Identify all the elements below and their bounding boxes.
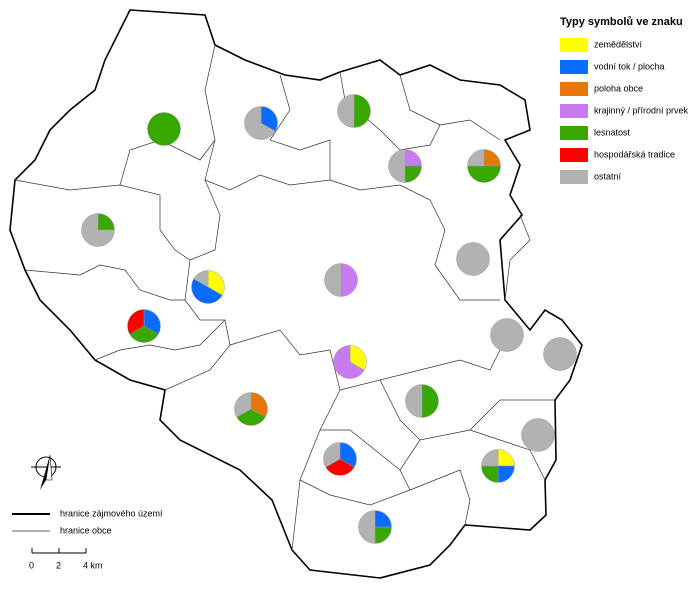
pie-slice xyxy=(193,270,209,288)
pie-slice xyxy=(234,392,252,418)
pie-chart xyxy=(333,345,367,379)
pie-slice xyxy=(353,94,371,128)
pie-slice xyxy=(191,278,223,304)
study-area-label: hranice zájmového území xyxy=(60,508,163,518)
north-arrow xyxy=(31,454,61,490)
pie-slice xyxy=(388,149,406,183)
legend-title: Typy symbolů ve znaku xyxy=(560,16,683,28)
legend-swatch xyxy=(560,126,588,140)
pie-chart xyxy=(358,510,392,544)
pie-chart xyxy=(481,449,515,483)
pie-slice xyxy=(325,458,355,476)
scale-label: 4 km xyxy=(83,560,103,570)
pie-slice xyxy=(349,345,367,371)
legend-label: ostatní xyxy=(594,171,622,181)
legend-swatch xyxy=(560,82,588,96)
pie-chart xyxy=(543,337,577,371)
pie-slice xyxy=(521,418,555,452)
pie-chart xyxy=(323,442,357,476)
pie-slice xyxy=(405,384,423,418)
legend-label: hospodářská tradice xyxy=(594,149,675,159)
pie-slice xyxy=(236,408,266,426)
pie-chart xyxy=(405,384,439,418)
pie-slice xyxy=(333,345,365,379)
pie-slice xyxy=(323,442,341,468)
pie-slice xyxy=(358,510,376,544)
legend-label: zemědělství xyxy=(594,39,643,49)
pie-slice xyxy=(260,106,278,132)
legend-label: vodní tok / plocha xyxy=(594,61,665,71)
pie-slice xyxy=(250,392,268,418)
scale-bar xyxy=(31,548,87,554)
pie-chart xyxy=(191,270,225,304)
pie-slice xyxy=(147,112,181,146)
legend-label: lesnatost xyxy=(594,127,631,137)
pie-chart xyxy=(521,418,555,452)
pie-slice xyxy=(129,325,159,343)
pie-slice xyxy=(337,94,355,128)
pie-slice xyxy=(543,337,577,371)
pie-chart xyxy=(490,318,524,352)
pie-slice xyxy=(207,270,225,296)
legend-swatch xyxy=(560,60,588,74)
pie-chart xyxy=(337,94,371,128)
pie-slice xyxy=(127,309,145,335)
pie-slice xyxy=(143,309,161,335)
pie-chart xyxy=(234,392,268,426)
pie-chart xyxy=(467,149,501,183)
pie-slice xyxy=(467,165,501,183)
scale-label: 0 xyxy=(29,560,34,570)
pie-slice xyxy=(421,384,439,418)
pie-slice xyxy=(456,242,490,276)
pie-slice xyxy=(324,263,342,297)
pie-slice xyxy=(467,149,485,167)
legend-swatch xyxy=(560,104,588,118)
municipality-label: hranice obce xyxy=(60,525,112,535)
pie-chart xyxy=(244,106,278,140)
legend-swatch xyxy=(560,148,588,162)
pie-slice xyxy=(490,318,524,352)
pie-slice xyxy=(340,263,358,297)
legend: Typy symbolů ve znaku xyxy=(560,16,683,28)
pie-chart xyxy=(388,149,422,183)
pie-chart xyxy=(127,309,161,343)
pie-slice xyxy=(244,106,276,140)
pie-slice xyxy=(81,213,115,247)
legend-label: krajinný / přírodní prvek xyxy=(594,105,689,115)
legend-swatch xyxy=(560,38,588,52)
pie-chart xyxy=(81,213,115,247)
scale-label: 2 xyxy=(56,560,61,570)
pie-chart xyxy=(147,112,181,146)
legend-swatch xyxy=(560,170,588,184)
pie-slice xyxy=(481,449,499,467)
pie-chart xyxy=(324,263,358,297)
legend-label: poloha obce xyxy=(594,83,643,93)
pie-chart xyxy=(456,242,490,276)
pie-slice xyxy=(339,442,357,468)
